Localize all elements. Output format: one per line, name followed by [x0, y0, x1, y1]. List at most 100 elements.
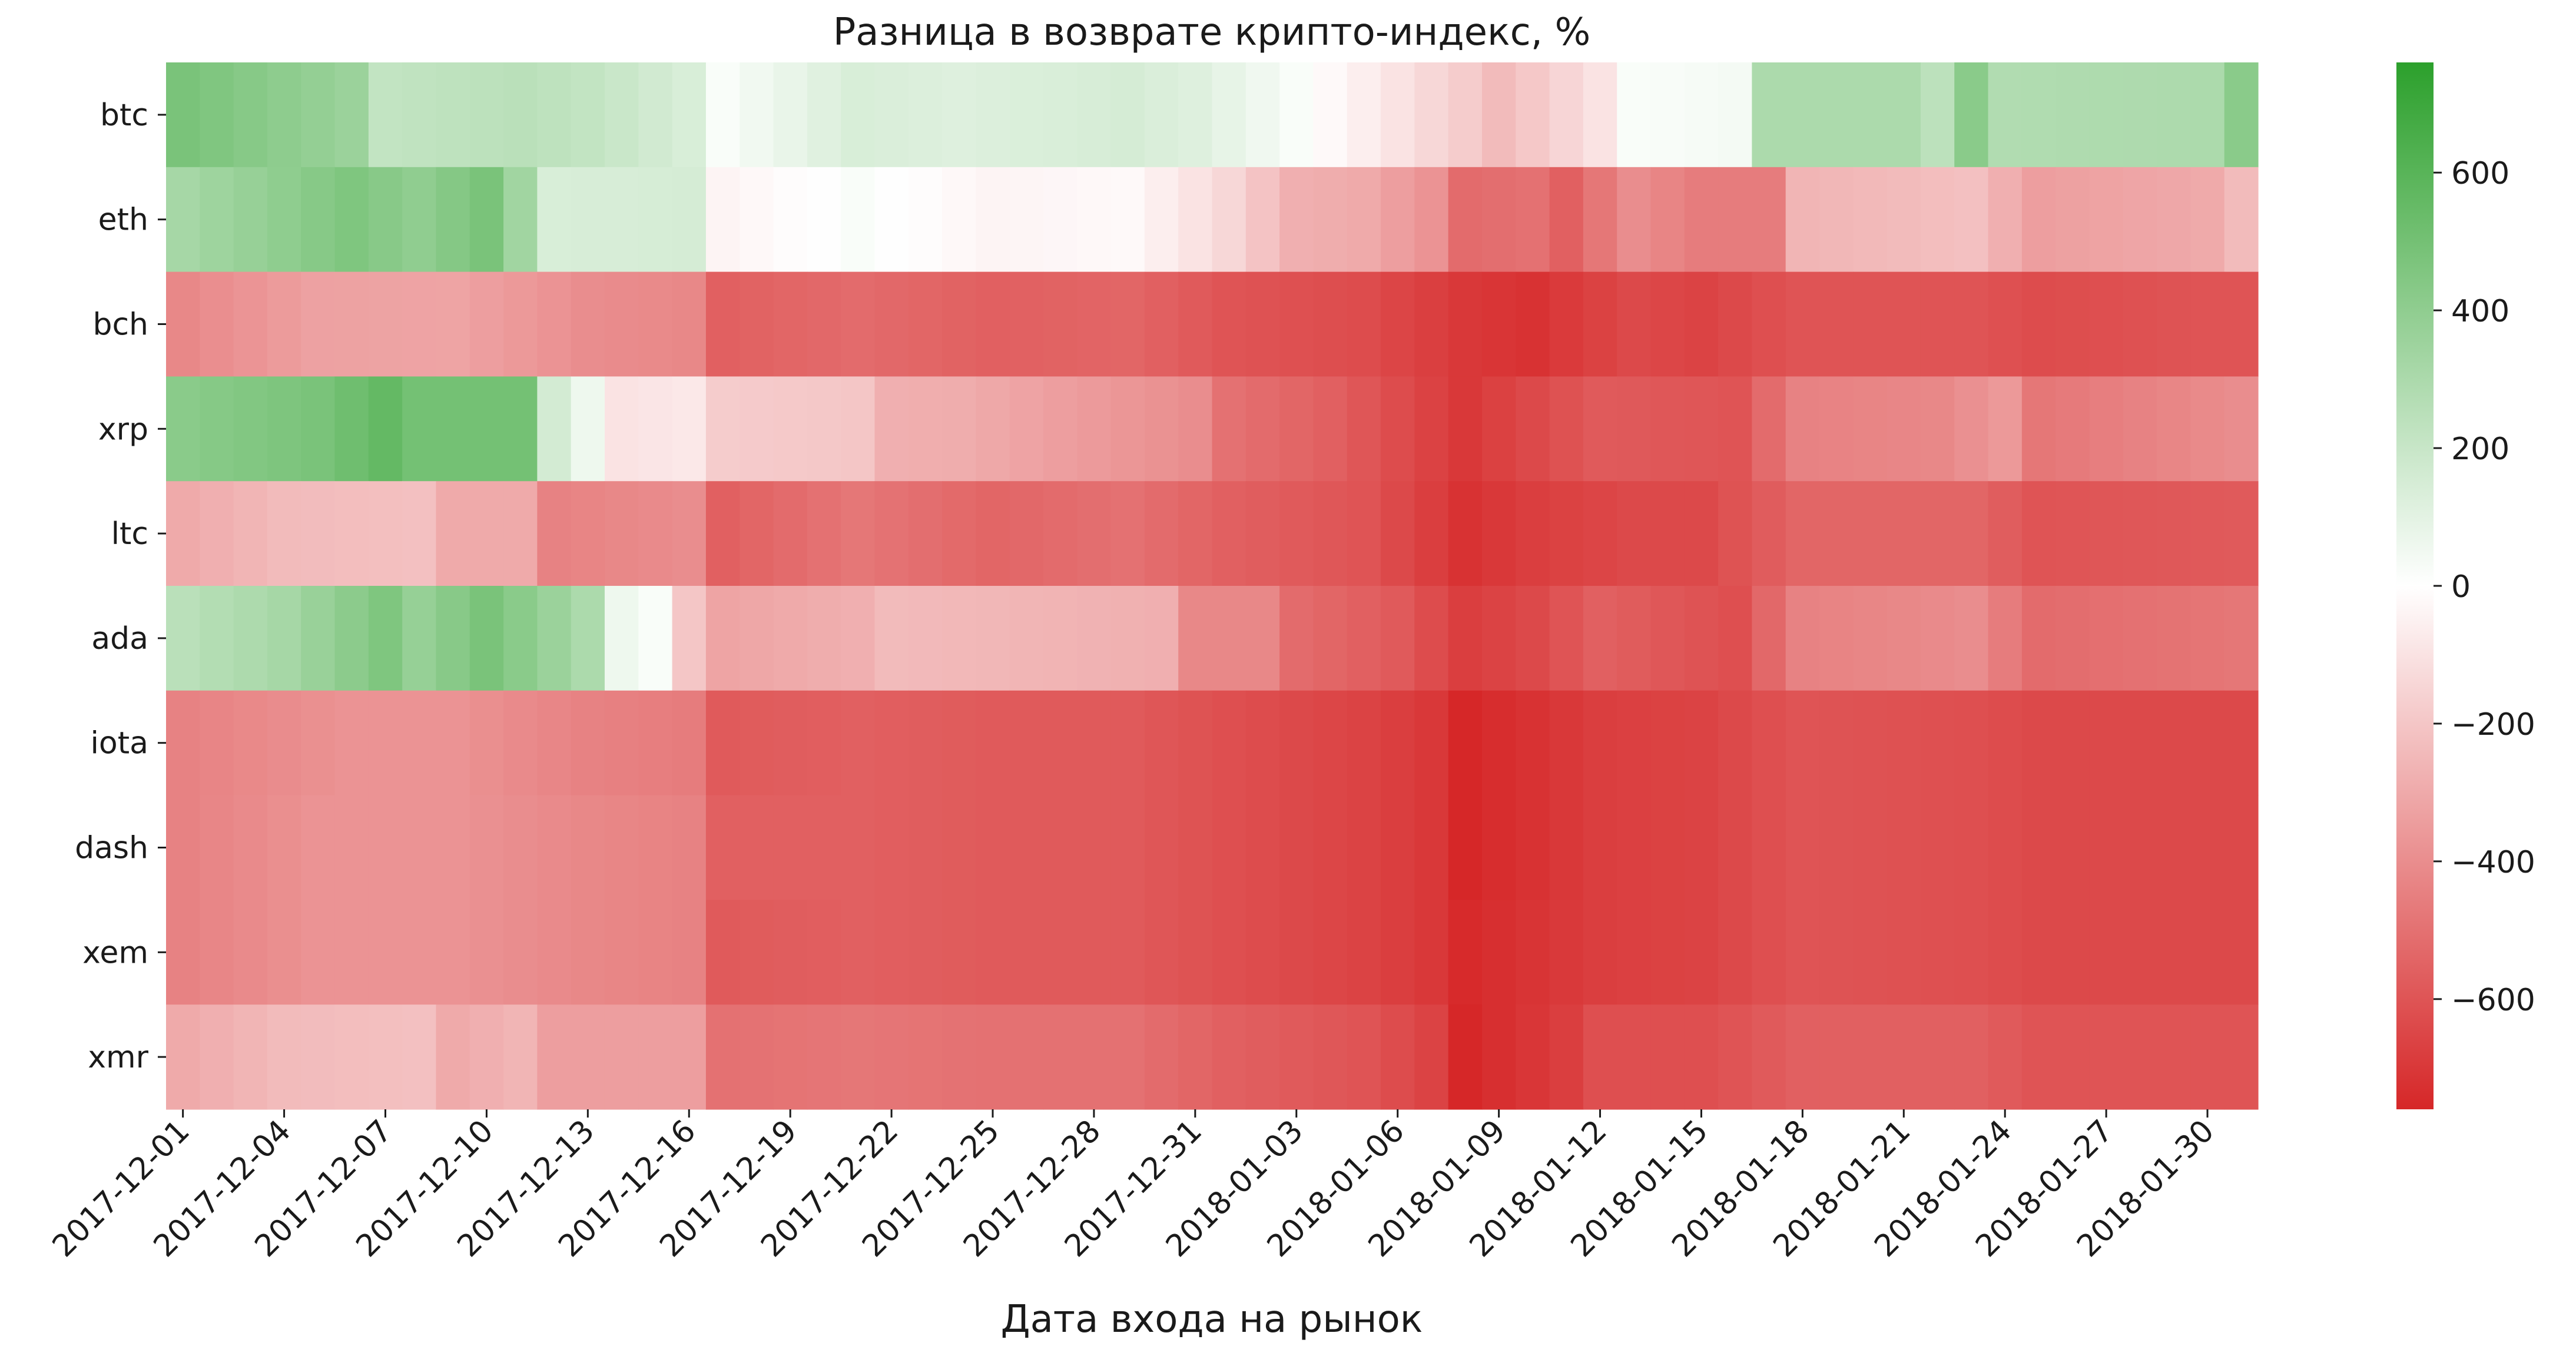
- heatmap-cell-ltc-35: [1347, 481, 1381, 586]
- heatmap-cell-xem-5: [334, 900, 369, 1005]
- heatmap-cell-iota-51: [1887, 690, 1921, 796]
- heatmap-cell-dash-7: [402, 795, 437, 900]
- heatmap-cell-xrp-47: [1752, 376, 1786, 482]
- heatmap-cell-xrp-41: [1549, 376, 1584, 482]
- y-tick-label-ada: ada: [91, 621, 148, 657]
- heatmap-cell-xrp-49: [1819, 376, 1854, 482]
- heatmap-cell-iota-20: [841, 690, 876, 796]
- heatmap-cell-ada-2: [233, 586, 268, 691]
- heatmap-cell-bch-58: [2123, 271, 2157, 377]
- heatmap-cell-eth-7: [402, 167, 437, 273]
- heatmap-cell-eth-25: [1009, 167, 1044, 273]
- heatmap-cell-eth-57: [2089, 167, 2124, 273]
- heatmap-cell-ltc-53: [1954, 481, 1989, 586]
- heatmap-cell-ltc-47: [1752, 481, 1786, 586]
- heatmap-cell-iota-29: [1144, 690, 1179, 796]
- heatmap-cell-ltc-6: [368, 481, 403, 586]
- heatmap-cell-eth-1: [200, 167, 234, 273]
- heatmap-cell-eth-39: [1481, 167, 1516, 273]
- heatmap-cell-xmr-16: [705, 1004, 740, 1110]
- heatmap-cell-iota-3: [267, 690, 301, 796]
- heatmap-cell-xrp-39: [1481, 376, 1516, 482]
- heatmap-cell-xem-26: [1043, 900, 1078, 1005]
- heatmap-cell-ltc-29: [1144, 481, 1179, 586]
- heatmap-cell-ltc-56: [2056, 481, 2090, 586]
- heatmap-cell-btc-50: [1853, 62, 1888, 168]
- heatmap-cell-ada-19: [807, 586, 841, 691]
- heatmap-cell-xrp-8: [436, 376, 470, 482]
- heatmap-cell-xem-18: [773, 900, 808, 1005]
- heatmap-cell-xmr-43: [1617, 1004, 1652, 1110]
- colorbar: 600 400 200 0 −200 −400 −600: [2396, 62, 2535, 1109]
- heatmap-cell-dash-51: [1887, 795, 1921, 900]
- heatmap-cell-xmr-57: [2089, 1004, 2124, 1110]
- heatmap-cell-bch-8: [436, 271, 470, 377]
- heatmap-cell-bch-7: [402, 271, 437, 377]
- heatmap-cell-xrp-29: [1144, 376, 1179, 482]
- heatmap-cell-xmr-20: [841, 1004, 876, 1110]
- heatmap-cell-bch-0: [166, 271, 200, 377]
- heatmap-cell-xrp-3: [267, 376, 301, 482]
- heatmap-cell-xem-53: [1954, 900, 1989, 1005]
- heatmap-cell-iota-22: [908, 690, 943, 796]
- heatmap-cell-ltc-11: [537, 481, 572, 586]
- y-tick-label-dash: dash: [75, 831, 148, 866]
- heatmap-cell-xrp-27: [1077, 376, 1112, 482]
- heatmap-cell-xem-51: [1887, 900, 1921, 1005]
- heatmap-cell-ada-8: [436, 586, 470, 691]
- heatmap-cell-xem-58: [2123, 900, 2157, 1005]
- heatmap-cell-xrp-14: [638, 376, 673, 482]
- heatmap-cell-dash-44: [1650, 795, 1685, 900]
- heatmap-cell-iota-11: [537, 690, 572, 796]
- heatmap-cell-xmr-44: [1650, 1004, 1685, 1110]
- y-tick-label-eth: eth: [98, 203, 148, 238]
- heatmap-cell-btc-28: [1110, 62, 1145, 168]
- heatmap-cell-ada-15: [672, 586, 707, 691]
- heatmap-cell-iota-31: [1212, 690, 1246, 796]
- heatmap-cell-dash-29: [1144, 795, 1179, 900]
- heatmap-cell-xmr-3: [267, 1004, 301, 1110]
- heatmap-cell-xem-17: [740, 900, 774, 1005]
- heatmap-cell-btc-52: [1920, 62, 1955, 168]
- heatmap-cell-xmr-22: [908, 1004, 943, 1110]
- heatmap-cell-btc-48: [1785, 62, 1820, 168]
- heatmap-cell-ltc-36: [1381, 481, 1415, 586]
- heatmap-cell-iota-4: [301, 690, 336, 796]
- heatmap-cell-bch-17: [740, 271, 774, 377]
- heatmap-cell-dash-34: [1313, 795, 1348, 900]
- heatmap-cell-ada-6: [368, 586, 403, 691]
- heatmap-cell-ltc-31: [1212, 481, 1246, 586]
- heatmap-cell-bch-57: [2089, 271, 2124, 377]
- heatmap-cell-xrp-45: [1684, 376, 1719, 482]
- heatmap-cell-xem-16: [705, 900, 740, 1005]
- heatmap-cell-iota-53: [1954, 690, 1989, 796]
- heatmap-cell-bch-34: [1313, 271, 1348, 377]
- heatmap-cell-btc-22: [908, 62, 943, 168]
- heatmap-cell-xem-41: [1549, 900, 1584, 1005]
- heatmap-cell-ada-7: [402, 586, 437, 691]
- heatmap-cell-ltc-46: [1718, 481, 1753, 586]
- heatmap-cell-xrp-61: [2224, 376, 2259, 482]
- heatmap-cell-dash-57: [2089, 795, 2124, 900]
- heatmap-cell-dash-32: [1245, 795, 1280, 900]
- heatmap-cell-btc-40: [1516, 62, 1550, 168]
- heatmap-cell-eth-44: [1650, 167, 1685, 273]
- heatmap-cell-iota-2: [233, 690, 268, 796]
- heatmap-cell-ada-50: [1853, 586, 1888, 691]
- heatmap-cell-ada-27: [1077, 586, 1112, 691]
- heatmap-cell-dash-8: [436, 795, 470, 900]
- heatmap-cell-btc-60: [2190, 62, 2225, 168]
- heatmap-cell-xrp-34: [1313, 376, 1348, 482]
- heatmap-cell-bch-9: [469, 271, 504, 377]
- heatmap-cell-xem-21: [874, 900, 909, 1005]
- heatmap-cell-xmr-37: [1414, 1004, 1449, 1110]
- heatmap-cell-eth-26: [1043, 167, 1078, 273]
- heatmap-cell-iota-61: [2224, 690, 2259, 796]
- heatmap-cell-dash-0: [166, 795, 200, 900]
- heatmap-cell-bch-33: [1279, 271, 1314, 377]
- heatmap-cell-xem-57: [2089, 900, 2124, 1005]
- heatmap-cell-dash-56: [2056, 795, 2090, 900]
- heatmap-cell-xrp-6: [368, 376, 403, 482]
- heatmap-cell-xem-52: [1920, 900, 1955, 1005]
- heatmap-cell-xem-22: [908, 900, 943, 1005]
